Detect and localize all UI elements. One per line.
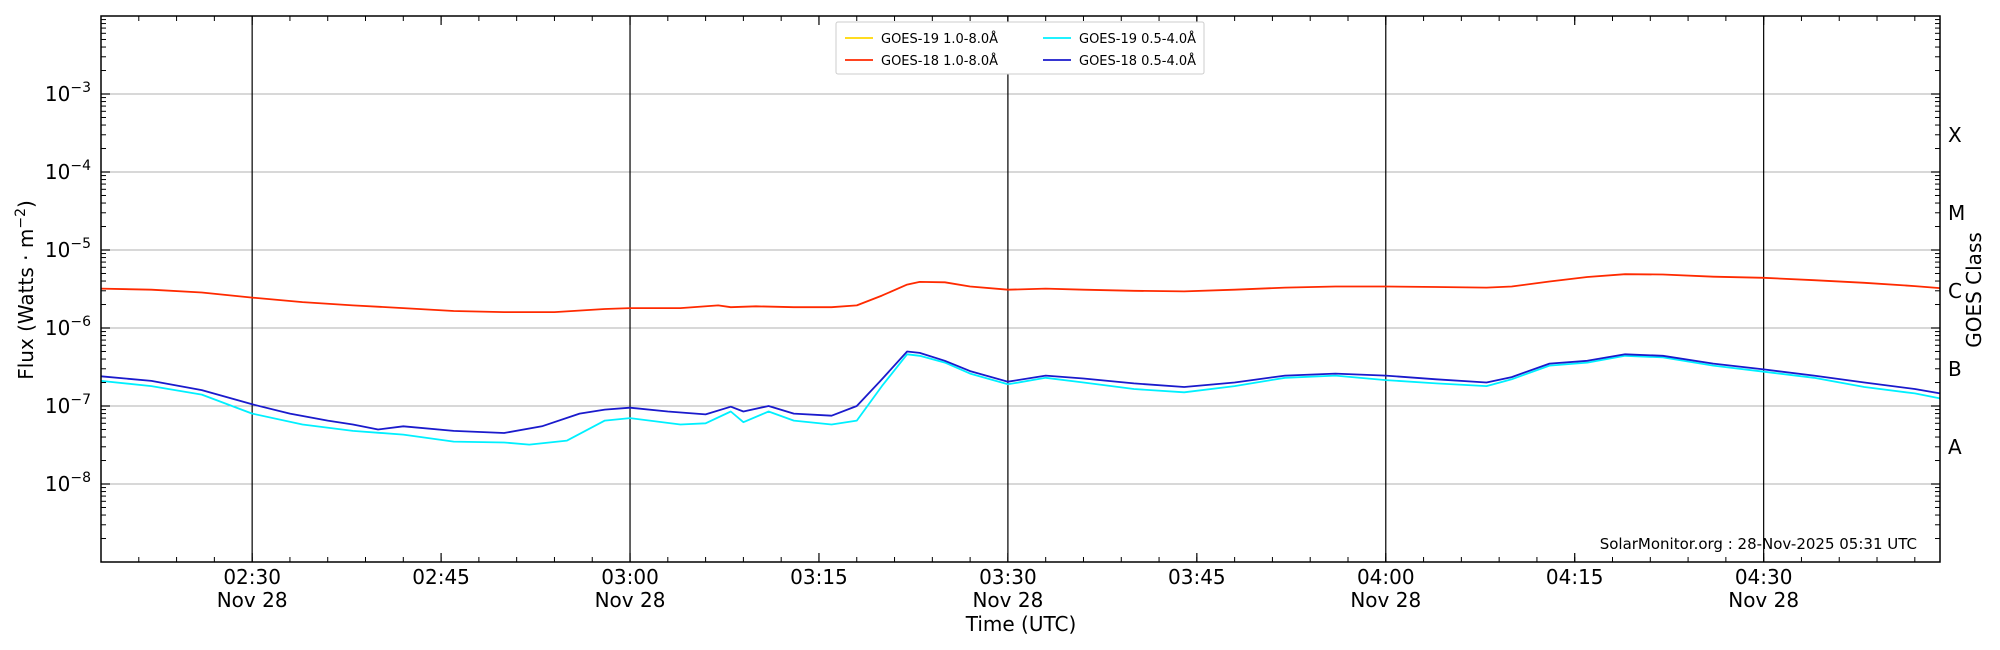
y-tick-label: 10−4 [45, 158, 91, 184]
x-tick-date: Nov 28 [972, 588, 1043, 612]
plot-frame [100, 15, 1941, 563]
x-tick-label: 04:30 [1735, 565, 1793, 589]
date-vertical-lines [251, 16, 1765, 562]
y-tick-base: 10 [45, 394, 70, 418]
y-tick-label: 10−8 [45, 470, 91, 496]
x-axis-title: Time (UTC) [965, 612, 1077, 636]
y-tick-base: 10 [45, 472, 70, 496]
y-tick-exponent: −7 [70, 392, 91, 408]
goes-class-labels: A B C M X [1948, 123, 1965, 459]
goes-class-m: M [1948, 201, 1965, 225]
x-tick-label: 02:30 [223, 565, 281, 589]
y-tick-exponent: −8 [70, 470, 91, 486]
goes-class-b: B [1948, 357, 1962, 381]
y-axis-ticks: 10−810−710−610−510−410−3 [45, 19, 1940, 540]
x-tick-date: Nov 28 [217, 588, 288, 612]
series-layer [100, 273, 1941, 446]
legend-entry-0: GOES-19 1.0-8.0Å [881, 31, 998, 47]
y-tick-base: 10 [45, 238, 70, 262]
legend-entry-1: GOES-18 1.0-8.0Å [881, 53, 998, 69]
x-tick-label: 04:15 [1546, 565, 1604, 589]
y-tick-exponent: −4 [70, 158, 91, 174]
y-tick-label: 10−5 [45, 236, 91, 262]
y-tick-exponent: −6 [70, 314, 91, 330]
x-tick-label: 03:45 [1168, 565, 1226, 589]
x-tick-label: 04:00 [1357, 565, 1415, 589]
y-tick-label: 10−6 [45, 314, 91, 340]
legend-entry-2: GOES-19 0.5-4.0Å [1079, 31, 1196, 47]
series-line-3 [100, 350, 1941, 434]
x-tick-label: 03:30 [979, 565, 1037, 589]
series-line-1 [100, 273, 1941, 314]
horizontal-gridlines [101, 93, 1940, 485]
y-tick-exponent: −3 [70, 80, 91, 96]
series-line-2 [100, 353, 1941, 446]
x-tick-date: Nov 28 [1728, 588, 1799, 612]
legend: GOES-19 1.0-8.0Å GOES-18 1.0-8.0Å GOES-19 … [835, 21, 1205, 75]
x-tick-label: 02:45 [412, 565, 470, 589]
y-tick-base: 10 [45, 160, 70, 184]
right-axis-title: GOES Class [1962, 232, 1986, 348]
x-tick-label: 03:15 [790, 565, 848, 589]
y-axis-title: Flux (Watts · m−2) [13, 200, 38, 380]
watermark: SolarMonitor.org : 28-Nov-2025 05:31 UTC [1600, 535, 1917, 553]
goes-class-x: X [1948, 123, 1962, 147]
x-tick-date: Nov 28 [1350, 588, 1421, 612]
goes-class-a: A [1948, 435, 1962, 459]
x-tick-date: Nov 28 [595, 588, 666, 612]
y-tick-label: 10−7 [45, 392, 91, 418]
y-tick-base: 10 [45, 316, 70, 340]
legend-box [835, 21, 1205, 75]
y-axis-title-close: ) [14, 200, 38, 208]
x-tick-label: 03:00 [601, 565, 659, 589]
y-tick-label: 10−3 [45, 80, 91, 106]
y-axis-title-exponent: −2 [13, 208, 29, 229]
goes-class-c: C [1948, 279, 1962, 303]
y-tick-exponent: −5 [70, 236, 91, 252]
y-tick-base: 10 [45, 82, 70, 106]
y-axis-title-main: Flux (Watts · m [14, 229, 38, 380]
legend-entry-3: GOES-18 0.5-4.0Å [1079, 53, 1196, 69]
